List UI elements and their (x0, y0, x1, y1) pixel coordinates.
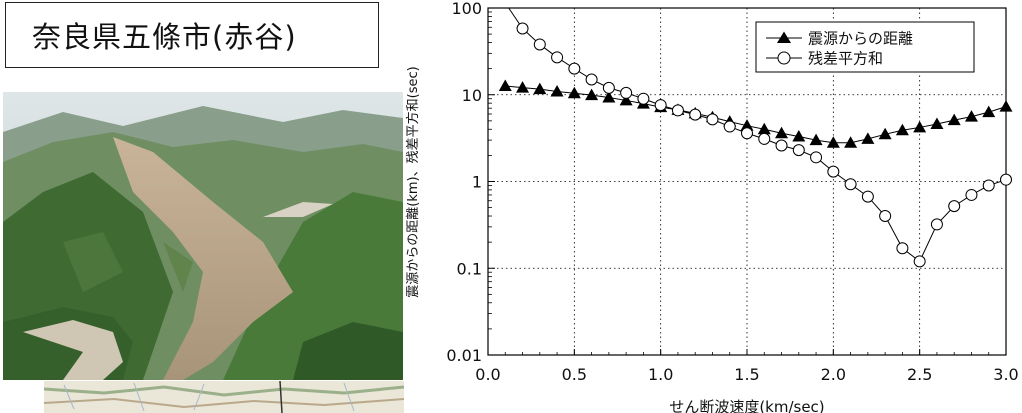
circle-marker (551, 51, 564, 64)
circle-marker (706, 113, 719, 126)
circle-marker (930, 218, 943, 231)
circle-marker (810, 151, 823, 164)
triangle-marker (740, 119, 754, 131)
y-tick-label: 0.1 (457, 259, 482, 278)
series-markers (498, 22, 1013, 268)
triangle-marker (602, 90, 616, 103)
circle-marker (896, 242, 909, 255)
y-tick-label: 10 (462, 86, 482, 105)
x-tick-label: 1.5 (734, 365, 759, 384)
triangle-marker (878, 127, 892, 140)
circle-marker (982, 179, 995, 192)
circle-marker (775, 139, 788, 152)
circle-marker (620, 86, 633, 99)
circle-marker (965, 188, 978, 201)
circle-marker (637, 92, 650, 105)
triangle-marker (947, 113, 961, 126)
triangle-marker (844, 136, 858, 148)
circle-marker (516, 22, 529, 35)
y-ticks: 0.01 0.1 1 10 100 (446, 0, 495, 365)
x-tick-label: 1.0 (648, 365, 673, 384)
circle-marker (654, 99, 667, 112)
triangle-marker (550, 85, 564, 97)
legend: 震源からの距離 残差平方和 (755, 21, 975, 73)
triangle-marker (567, 86, 581, 99)
triangle-marker (913, 120, 927, 133)
circle-marker (861, 190, 874, 203)
legend-label-2: 残差平方和 (808, 50, 883, 68)
x-tick-label: 0.0 (475, 365, 500, 384)
circle-marker (758, 132, 771, 145)
triangle-marker (792, 130, 806, 142)
y-axis-label: 震源からの距離(km)、残差平方和(sec) (405, 66, 421, 297)
legend-triangle-marker (777, 31, 791, 43)
triangle-marker (964, 110, 978, 122)
circle-marker (689, 108, 702, 121)
circle-marker (533, 38, 546, 51)
map-strip (44, 381, 404, 413)
circle-marker (792, 144, 805, 157)
triangle-marker (999, 100, 1013, 112)
circle-marker (948, 200, 961, 213)
triangle-marker (826, 136, 840, 148)
triangle-marker (861, 132, 875, 144)
circle-marker (741, 127, 753, 140)
triangle-marker (809, 133, 823, 146)
triangle-marker (619, 93, 633, 106)
circle-marker (585, 73, 598, 86)
circle-marker (1000, 173, 1012, 186)
circle-marker (671, 104, 684, 117)
x-tick-label: 2.5 (907, 365, 932, 384)
circle-marker (602, 81, 615, 94)
triangle-marker (895, 123, 909, 136)
legend-box (755, 21, 975, 73)
triangle-marker (775, 126, 789, 139)
triangle-marker (498, 79, 512, 92)
legend-circle-marker (777, 51, 791, 65)
y-tick-label: 0.01 (446, 346, 482, 365)
x-tick-label: 0.5 (562, 365, 587, 384)
chart: 0.0 0.5 1.0 1.5 2.0 2.5 3.0 0.01 0.1 1 10 100 震源から… (405, 0, 1019, 413)
circle-marker (844, 178, 857, 191)
x-tick-label: 2.0 (821, 365, 846, 384)
circle-marker (723, 120, 736, 133)
y-tick-label: 1 (472, 173, 482, 192)
x-tick-label: 3.0 (993, 365, 1018, 384)
triangle-marker (533, 82, 547, 95)
circle-marker (879, 210, 892, 223)
triangle-marker (516, 81, 530, 93)
series-line-1 (505, 85, 1007, 144)
legend-label-1: 震源からの距離 (808, 30, 913, 48)
circle-marker (827, 165, 840, 178)
circle-marker (568, 62, 581, 75)
triangle-marker (585, 88, 599, 101)
triangle-marker (930, 117, 944, 130)
triangle-marker (982, 105, 996, 118)
triangle-marker (757, 122, 771, 135)
y-tick-label: 100 (451, 0, 482, 18)
landslide-photo (3, 92, 403, 380)
x-axis-label: せん断波速度(km/sec) (669, 398, 824, 413)
circle-marker (913, 255, 926, 268)
title-box: 奈良県五條市(赤谷) (5, 2, 379, 68)
x-ticks: 0.0 0.5 1.0 1.5 2.0 2.5 3.0 (475, 349, 1019, 384)
location-title: 奈良県五條市(赤谷) (32, 20, 297, 54)
